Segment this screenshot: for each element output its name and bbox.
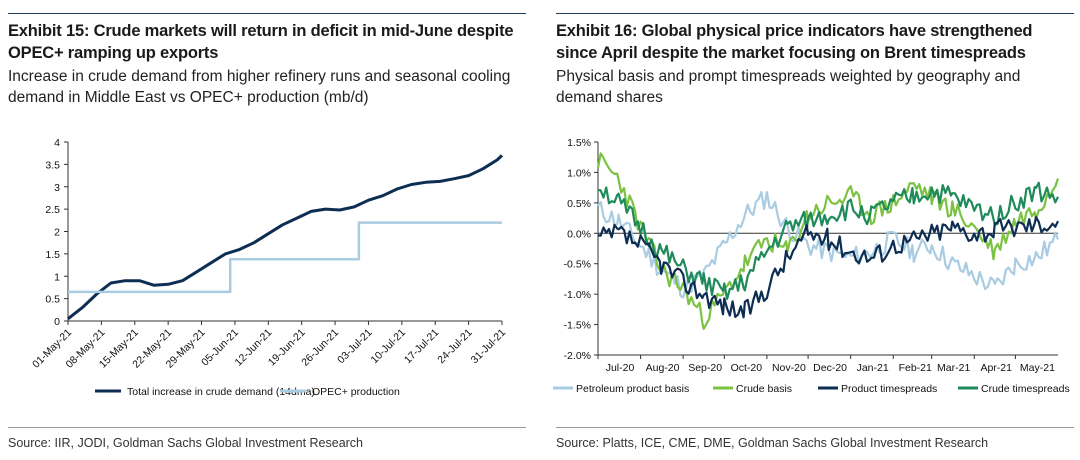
- legend-label: Total increase in crude demand (14dma): [127, 386, 315, 398]
- x-tick-label: 17-Jul-21: [402, 327, 442, 367]
- x-tick-label: Apr-21: [980, 362, 1012, 374]
- source-note: Source: Platts, ICE, CME, DME, Goldman S…: [556, 436, 989, 450]
- y-tick-label: 0.0%: [567, 228, 591, 240]
- exhibit-16-panel: Exhibit 16: Global physical price indica…: [548, 0, 1078, 460]
- chart-subtitle: Increase in crude demand from higher ref…: [8, 68, 511, 106]
- x-tick-label: 03-Jul-21: [335, 327, 375, 367]
- y-tick-label: -1.5%: [564, 320, 591, 332]
- x-tick-label: Jul-20: [606, 362, 635, 374]
- chart-title: Exhibit 16: Global physical price indica…: [556, 22, 1033, 62]
- y-tick-label: 1: [54, 271, 60, 283]
- x-tick-label: Dec-20: [813, 362, 847, 374]
- legend-label: Crude timespreads: [981, 383, 1070, 395]
- series-line-crude-timespreads: [597, 181, 1059, 301]
- chart-1-svg: 00.511.522.533.5401-May-2108-May-2115-Ma…: [30, 137, 509, 398]
- exhibit-15-panel: Exhibit 15: Crude markets will return in…: [0, 0, 530, 460]
- y-tick-label: 2.5: [45, 204, 60, 216]
- legend-label: Product timespreads: [841, 383, 937, 395]
- x-tick-label: 26-Jun-21: [299, 327, 341, 369]
- y-tick-label: 1.5%: [567, 137, 591, 149]
- y-tick-label: 4: [54, 137, 60, 149]
- x-tick-label: 24-Jul-21: [435, 327, 475, 367]
- top-rule: [8, 13, 526, 14]
- chart-subtitle: Physical basis and prompt timespreads we…: [556, 68, 1021, 106]
- x-tick-label: Oct-20: [731, 362, 763, 374]
- series-line-opec-production: [68, 221, 502, 294]
- bottom-rule: [8, 427, 526, 428]
- x-tick-label: Nov-20: [772, 362, 806, 374]
- legend-label: OPEC+ production: [312, 386, 400, 398]
- y-tick-label: -2.0%: [564, 350, 591, 362]
- series-line-crude-demand: [67, 154, 504, 320]
- series-line-crude-basis: [596, 152, 1060, 330]
- chart-title: Exhibit 15: Crude markets will return in…: [8, 22, 514, 62]
- x-tick-label: Aug-20: [646, 362, 680, 374]
- legend-label: Petroleum product basis: [576, 383, 689, 395]
- y-tick-label: 3: [54, 182, 60, 194]
- y-tick-label: 0.5%: [567, 198, 591, 210]
- x-tick-label: 31-Jul-21: [469, 327, 509, 367]
- y-tick-label: -1.0%: [564, 289, 591, 301]
- x-tick-label: 10-Jul-21: [369, 327, 409, 367]
- top-rule: [556, 13, 1074, 14]
- x-tick-label: Jan-21: [857, 362, 889, 374]
- x-tick-label: Mar-21: [937, 362, 970, 374]
- y-tick-label: 3.5: [45, 159, 60, 171]
- y-tick-label: 1.5: [45, 249, 60, 261]
- y-tick-label: -0.5%: [564, 259, 591, 271]
- x-tick-label: Sep-20: [688, 362, 722, 374]
- y-tick-label: 0: [54, 316, 60, 328]
- legend-label: Crude basis: [736, 383, 792, 395]
- series-line-product-timespreads: [597, 216, 1059, 319]
- x-tick-label: May-21: [1020, 362, 1055, 374]
- source-note: Source: IIR, JODI, Goldman Sachs Global …: [8, 436, 364, 450]
- x-tick-label: Feb-21: [899, 362, 932, 374]
- y-tick-label: 0.5: [45, 294, 60, 306]
- bottom-rule: [556, 427, 1074, 428]
- chart-2-svg: 1.5% 1.0% 0.5% 0.0% -0.5% -1.0% -1.5% -2.0% Jul-…: [553, 137, 1070, 395]
- y-tick-label: 2: [54, 227, 60, 239]
- y-tick-label: 1.0%: [567, 167, 591, 179]
